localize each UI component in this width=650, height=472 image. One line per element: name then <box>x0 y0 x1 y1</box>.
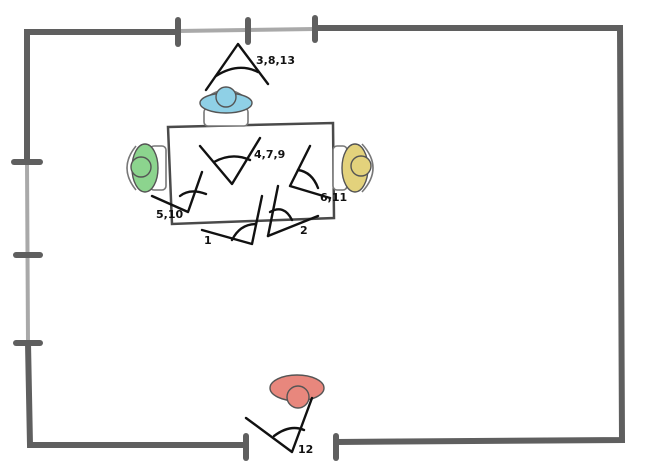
camera-top-angle <box>204 42 270 92</box>
label-cam-center: 4,7,9 <box>254 148 285 161</box>
person-right-yellow <box>332 143 374 193</box>
camera-right-angle <box>288 144 332 200</box>
camera-bottom-left-angle <box>200 194 264 246</box>
person-bottom-red <box>269 374 325 409</box>
camera-bottom-right-angle <box>266 184 320 238</box>
camera-angles <box>150 42 332 454</box>
label-cam-left: 5,10 <box>156 208 183 221</box>
label-cam-right: 6,11 <box>320 191 347 204</box>
wall-top-right <box>312 25 626 445</box>
label-cam-top: 3,8,13 <box>256 54 295 67</box>
room-walls <box>24 25 626 448</box>
green-person-head <box>130 156 152 178</box>
person-top-blue <box>199 86 253 127</box>
blue-person-head <box>215 86 237 108</box>
label-cam-bottom-right: 2 <box>300 224 308 237</box>
yellow-person-head <box>350 155 372 177</box>
table <box>166 121 336 226</box>
wall-markers <box>11 15 339 461</box>
camera-center-angle <box>198 136 262 186</box>
person-left-green <box>126 143 167 193</box>
wall-bottom-left <box>25 340 249 448</box>
chair-right-back <box>361 143 374 193</box>
camera-labels: 3,8,13 4,7,9 6,11 5,10 1 2 12 <box>156 54 347 456</box>
label-cam-bottom-left: 1 <box>204 234 212 247</box>
red-person-head <box>286 385 310 409</box>
wall-top-left <box>24 29 181 165</box>
camera-left-angle <box>150 170 208 214</box>
camera-door-angle <box>244 396 314 454</box>
label-cam-door: 12 <box>298 443 313 456</box>
chair-left-back <box>126 145 137 191</box>
